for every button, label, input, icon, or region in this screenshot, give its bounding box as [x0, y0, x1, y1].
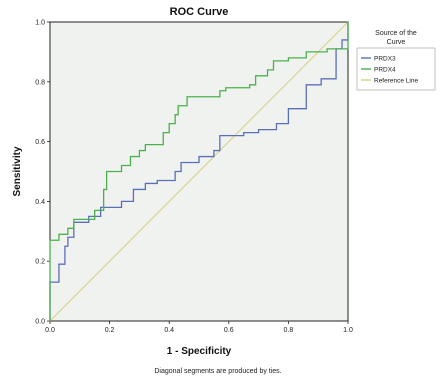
x-axis-label: 1 - Specificity — [167, 346, 232, 357]
y-tick-label: 0.4 — [35, 199, 45, 206]
y-tick-label: 0.6 — [35, 139, 45, 146]
series-layer — [49, 21, 349, 322]
y-tick-label: 0.8 — [35, 79, 45, 86]
x-tick-label: 0.8 — [284, 327, 294, 334]
y-tick-label: 0.0 — [35, 319, 45, 326]
legend: Source of the Curve PRDX3 PRDX4 Reference L… — [356, 30, 436, 91]
y-axis-label: Sensitivity — [12, 146, 23, 196]
series-line-prdx3 — [49, 22, 349, 321]
legend-label: PRDX3 — [374, 56, 396, 63]
x-tick-label: 0.6 — [224, 327, 234, 334]
x-tick-label: 0.2 — [105, 327, 115, 334]
chart-title: ROC Curve — [170, 6, 229, 18]
legend-title-line: Curve — [387, 39, 406, 46]
legend-items: PRDX3 PRDX4 Reference Line — [361, 56, 418, 85]
x-tick-label: 1.0 — [343, 327, 353, 334]
x-tick-label: 0.0 — [45, 327, 55, 334]
x-tick-label: 0.4 — [164, 327, 174, 334]
legend-title: Source of the Curve — [375, 30, 417, 46]
axis-ticks: 0.0 0.2 0.4 0.6 0.8 1.0 0.0 0.2 0.4 0.6 0.8 1.0 — [35, 20, 353, 335]
legend-title-line: Source of the — [375, 30, 417, 37]
legend-label: Reference Line — [374, 78, 418, 85]
legend-label: PRDX4 — [374, 67, 396, 74]
y-tick-label: 1.0 — [35, 20, 45, 27]
y-tick-label: 0.2 — [35, 259, 45, 266]
footnote: Diagonal segments are produced by ties. — [154, 368, 281, 375]
series-line-prdx4 — [49, 22, 349, 321]
series-line-reference-line — [49, 21, 349, 322]
